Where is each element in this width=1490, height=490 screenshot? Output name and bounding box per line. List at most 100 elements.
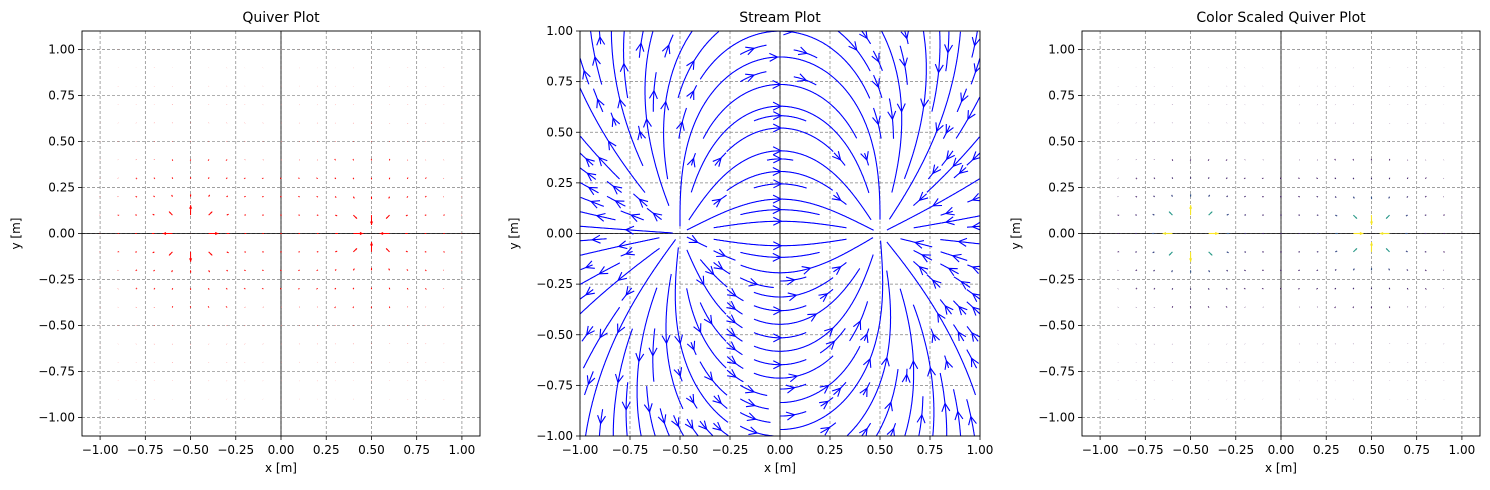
streamline-arrow xyxy=(819,400,829,410)
streamline xyxy=(931,31,944,112)
streamline-arrow xyxy=(745,398,756,408)
streamline xyxy=(753,331,807,343)
quiver-arrow xyxy=(352,306,355,309)
streamline xyxy=(926,136,980,193)
quiver-arrow xyxy=(335,250,338,253)
streamline xyxy=(860,328,870,343)
streamline xyxy=(753,355,834,383)
y-tick-label: −0.75 xyxy=(38,365,75,379)
streamline xyxy=(899,45,908,85)
quiver-arrow xyxy=(335,214,338,217)
streamline-arrow xyxy=(970,357,980,368)
quiver-arrow xyxy=(189,194,192,197)
quiver-arrow xyxy=(334,306,336,309)
quiver-arrow xyxy=(352,177,355,180)
streamline-arrow xyxy=(871,78,880,89)
quiver-arrow xyxy=(1316,177,1319,180)
streamline-arrow xyxy=(831,387,842,397)
quiver-arrow xyxy=(1208,211,1213,216)
quiver-arrow xyxy=(168,251,173,256)
quiver-arrow xyxy=(388,196,390,199)
quiver-arrow xyxy=(171,177,174,179)
y-tick-label: −1.00 xyxy=(38,411,75,425)
streamline xyxy=(699,31,871,99)
quiver-arrow xyxy=(352,158,355,161)
streamline-arrow xyxy=(944,206,955,216)
streamline-arrow xyxy=(625,286,635,296)
streamline-arrow xyxy=(648,347,658,358)
quiver-arrow xyxy=(1135,287,1138,290)
quiver-arrow xyxy=(1189,270,1192,273)
streamline-arrow xyxy=(772,79,782,89)
x-tick-label: −1.00 xyxy=(82,443,119,457)
streamline-arrow xyxy=(619,62,629,72)
quiver-arrow xyxy=(1298,214,1300,216)
streamline-arrow xyxy=(971,306,980,316)
streamline xyxy=(900,31,910,45)
streamline xyxy=(726,341,743,356)
streamline-arrow xyxy=(935,122,944,133)
streamline-arrow xyxy=(971,151,980,161)
quiver-arrow xyxy=(405,232,408,235)
streamline xyxy=(871,74,883,99)
quiver-arrow xyxy=(1424,251,1427,253)
quiver-arrow xyxy=(1424,269,1427,272)
streamline-arrow xyxy=(934,63,944,74)
streamline xyxy=(580,234,607,244)
quiver-arrow xyxy=(334,196,337,198)
streamline-arrow xyxy=(684,419,694,430)
chart-title: Stream Plot xyxy=(739,10,821,26)
streamline xyxy=(740,237,874,275)
quiver-arrow xyxy=(225,287,228,290)
quiver-arrow xyxy=(261,269,264,271)
quiver-arrow xyxy=(1207,306,1210,308)
quiver-arrow xyxy=(1207,287,1210,290)
streamline xyxy=(849,301,869,342)
streamline xyxy=(580,167,597,182)
streamline-arrow xyxy=(589,200,601,209)
streamline-arrow xyxy=(638,198,649,208)
y-tick-label: 0.00 xyxy=(48,227,75,241)
quiver-arrow xyxy=(1262,251,1264,253)
streamline-arrow xyxy=(686,89,695,100)
streamline-arrow xyxy=(773,241,783,251)
quiver-arrow xyxy=(334,177,337,180)
streamline xyxy=(912,304,936,436)
streamline-arrow xyxy=(727,368,737,378)
plot-area xyxy=(580,31,980,436)
streamline xyxy=(621,286,635,301)
streamline xyxy=(674,247,729,423)
streamline-arrow xyxy=(621,401,631,412)
streamline-arrow xyxy=(773,216,783,226)
quiver-arrow xyxy=(152,213,155,216)
quiver-arrow xyxy=(189,288,192,290)
chart-title: Quiver Plot xyxy=(242,10,320,26)
streamline xyxy=(971,31,980,58)
quiver-arrow xyxy=(1334,196,1337,198)
quiver-arrow xyxy=(1226,213,1229,216)
x-tick-label: 0.50 xyxy=(1358,443,1385,457)
streamline xyxy=(612,328,634,436)
streamline xyxy=(793,73,817,86)
streamline-arrow xyxy=(947,267,958,277)
streamline xyxy=(876,369,899,436)
quiver-arrow xyxy=(1298,251,1300,253)
quiver-arrow xyxy=(425,288,427,290)
streamline xyxy=(661,273,684,410)
quiver-arrow xyxy=(385,248,390,253)
y-tick-label: 0.50 xyxy=(546,125,573,139)
quiver-arrow xyxy=(297,177,300,179)
quiver-arrow xyxy=(135,287,138,290)
streamline xyxy=(698,420,714,436)
quiver-arrow xyxy=(1207,177,1210,180)
streamline-arrow xyxy=(713,260,724,270)
x-tick-label: 1.00 xyxy=(967,443,994,457)
streamline xyxy=(580,196,605,209)
streamline xyxy=(831,261,847,275)
quiver-arrow xyxy=(1208,251,1213,256)
quiver-arrow xyxy=(171,194,173,197)
streamline-arrow xyxy=(954,410,964,421)
streamline xyxy=(831,192,847,206)
quiver-arrow xyxy=(335,232,338,235)
x-tick-label: 0.75 xyxy=(1403,443,1430,457)
